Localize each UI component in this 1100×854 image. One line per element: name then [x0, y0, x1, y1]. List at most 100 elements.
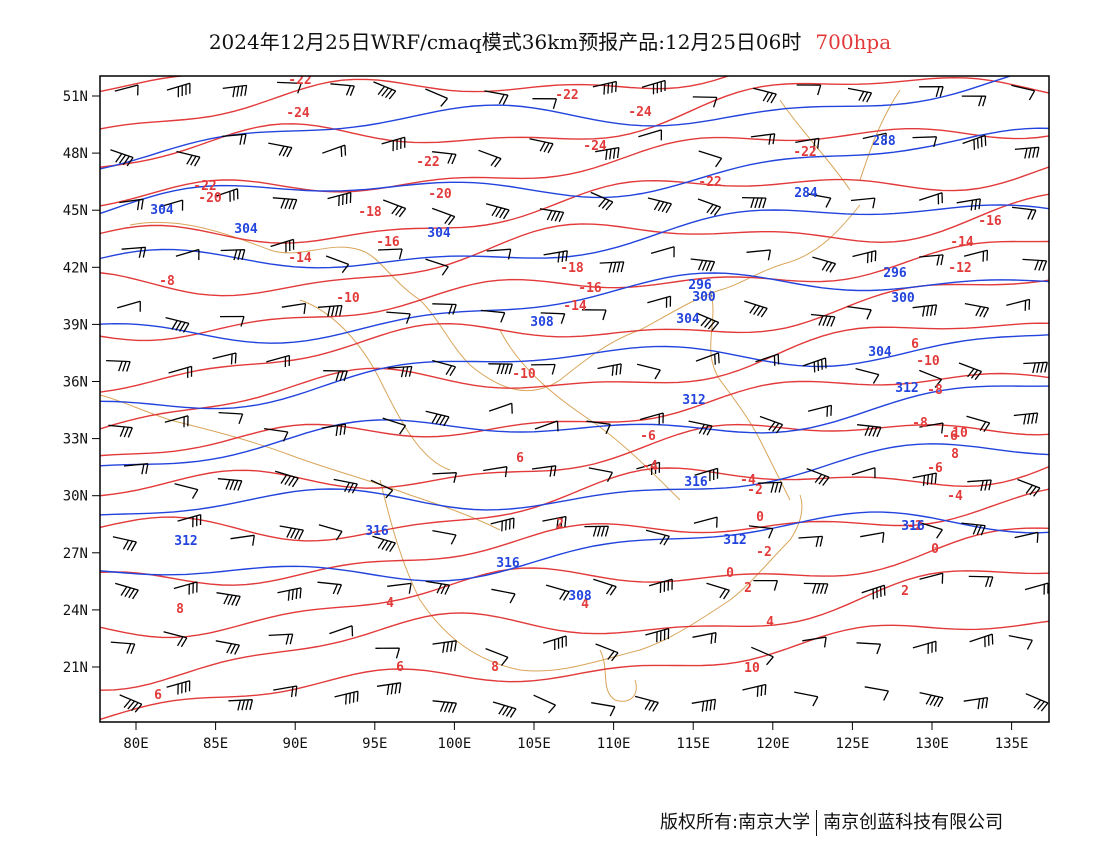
temperature-label: -24 [286, 106, 310, 121]
wind-barb-flag [288, 590, 289, 600]
height-label: 308 [568, 589, 592, 604]
temperature-label: 8 [176, 602, 184, 617]
wind-barb-flag [831, 405, 832, 415]
footer: 版权所有:南京大学南京创蓝科技有限公司 [660, 808, 1003, 836]
temperature-label: -6 [942, 429, 958, 444]
wind-barb-flag [761, 686, 762, 696]
wind-barb-flag [974, 139, 975, 150]
wind-barb-flag [510, 519, 511, 530]
wind-barb-flag [232, 354, 233, 364]
wind-barb-flag [826, 358, 827, 368]
wind-barb-flag [978, 138, 979, 148]
temperature-label: -16 [376, 235, 400, 250]
lat-tick-label: 36N [63, 375, 88, 391]
temperature-label: 6 [911, 337, 919, 352]
temperature-label: -22 [416, 155, 439, 170]
height-label: 300 [692, 290, 716, 305]
wind-barb-flag [357, 691, 358, 702]
temperature-label: 6 [154, 688, 162, 703]
wind-barb-flag [235, 353, 236, 364]
temperature-label: -2 [756, 545, 772, 560]
temperature-label: -10 [916, 354, 940, 369]
temperature-label: 0 [726, 566, 734, 581]
footer-copyright: 版权所有:南京大学 [660, 812, 810, 833]
temperature-label: 6 [516, 451, 524, 466]
height-label: 316 [365, 524, 389, 539]
temperature-label: 2 [556, 517, 564, 532]
temperature-label: -8 [912, 416, 928, 431]
temperature-label: -6 [640, 429, 656, 444]
height-label: 316 [901, 519, 925, 534]
lon-tick-label: 90E [283, 736, 308, 752]
temperature-label: -10 [512, 367, 536, 382]
height-label: 316 [684, 475, 708, 490]
lon-tick-label: 120E [756, 736, 790, 752]
wind-barb-staff [693, 97, 717, 98]
wind-barb-flag [354, 692, 355, 702]
wind-barb-flag [296, 589, 297, 599]
wind-barb-flag [875, 251, 876, 261]
height-label: 312 [895, 381, 918, 396]
temperature-label: 2 [901, 584, 909, 599]
temperature-label: -20 [428, 187, 452, 202]
wind-barb-flag [292, 590, 293, 600]
height-label: 304 [427, 226, 451, 241]
height-label: 304 [150, 203, 174, 218]
lat-tick-label: 33N [63, 432, 88, 448]
lat-tick-label: 45N [63, 203, 88, 219]
temperature-label: -12 [948, 261, 971, 276]
wind-barb-staff [913, 137, 937, 138]
temperature-label: -4 [740, 473, 756, 488]
wind-barb-flag [341, 147, 342, 157]
wind-barb-flag [506, 520, 507, 530]
wind-barb-flag [827, 406, 828, 416]
temperature-label: -24 [628, 105, 652, 120]
lon-tick-label: 115E [676, 736, 710, 752]
height-label: 316 [496, 556, 520, 571]
wind-barb-flag [608, 83, 609, 93]
wind-barb-flag [814, 362, 815, 373]
wind-barb-flag [871, 252, 872, 262]
wind-barb-flag [715, 354, 716, 364]
wind-barb-flag [350, 693, 351, 704]
lat-tick-label: 51N [63, 89, 88, 105]
wind-barb-staff [432, 304, 456, 305]
temperature-label: -22 [555, 88, 578, 103]
wind-barb-staff [541, 313, 565, 314]
height-label: 304 [868, 345, 892, 360]
height-label: 304 [676, 312, 700, 327]
lon-tick-label: 95E [362, 736, 387, 752]
wind-barb-flag [719, 353, 720, 363]
height-label: 312 [174, 534, 197, 549]
wind-barb-flag [612, 82, 613, 92]
temperature-label: -18 [560, 261, 584, 276]
wind-barb-flag [300, 588, 301, 598]
wind-barb-flag [345, 145, 346, 156]
wind-barb-staff [969, 576, 993, 577]
wind-barb-flag [757, 686, 758, 696]
temperature-label: -6 [927, 461, 943, 476]
lon-tick-label: 130E [915, 736, 949, 752]
temperature-label: 8 [491, 660, 499, 675]
lon-tick-label: 100E [438, 736, 472, 752]
lat-tick-label: 24N [63, 603, 88, 619]
temperature-label: -14 [288, 251, 312, 266]
temperature-label: -14 [563, 299, 587, 314]
height-label: 296 [883, 266, 907, 281]
wind-barb-flag [1037, 532, 1038, 542]
temperature-label: -24 [583, 139, 607, 154]
wind-barb-flag [985, 135, 986, 145]
temperature-label: -10 [336, 291, 360, 306]
height-label: 288 [872, 134, 896, 149]
temperature-label: -8 [159, 274, 175, 289]
temperature-label: -14 [950, 235, 974, 250]
temperature-label: -16 [578, 281, 602, 296]
height-label: 308 [530, 315, 554, 330]
lon-tick-label: 80E [123, 736, 148, 752]
height-label: 304 [234, 222, 258, 237]
temperature-label: -4 [642, 459, 658, 474]
lat-tick-label: 42N [63, 260, 88, 276]
